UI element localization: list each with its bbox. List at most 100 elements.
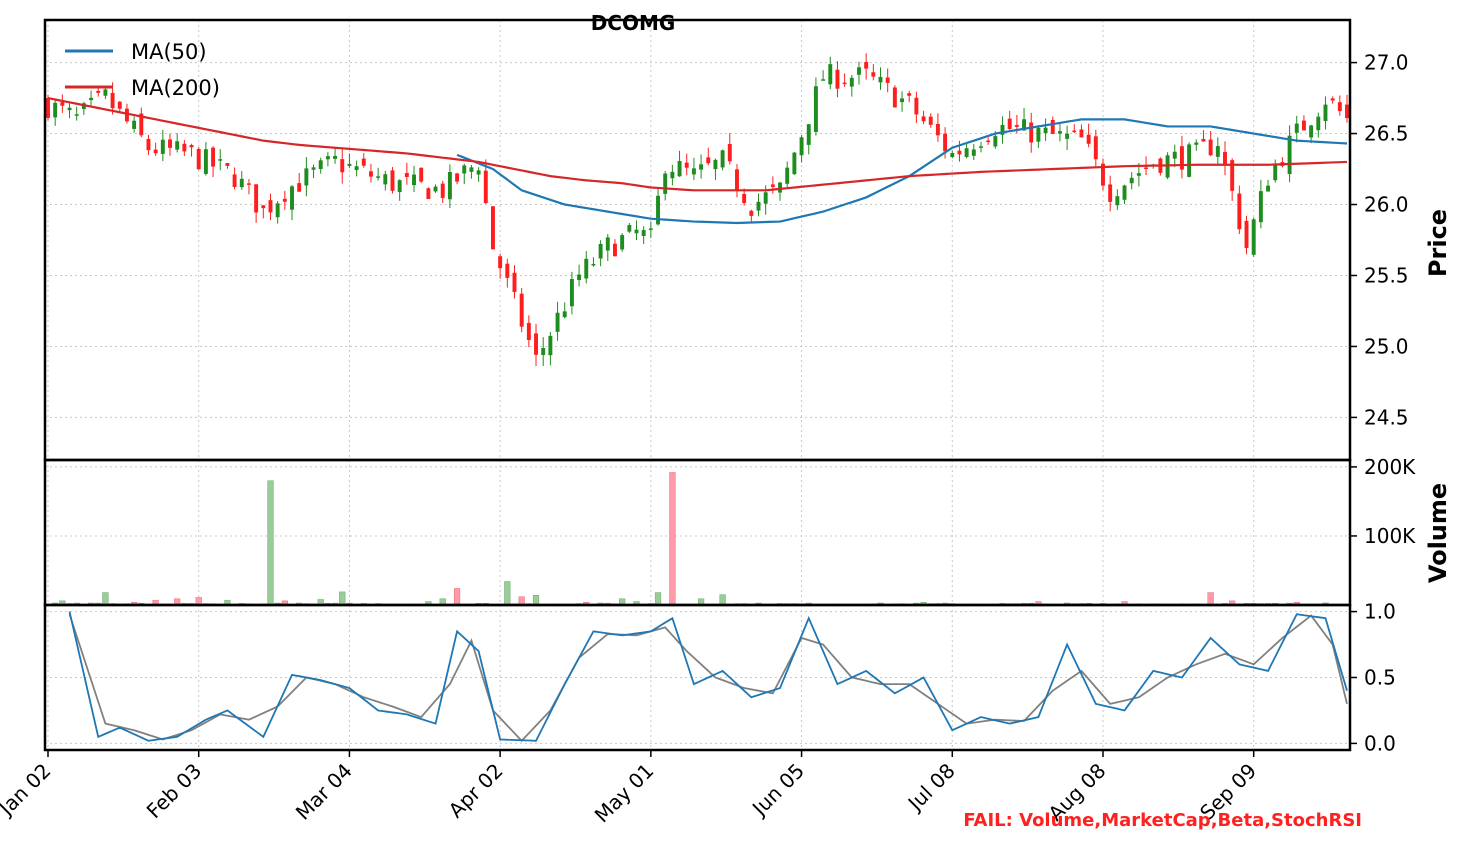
candle-body (318, 160, 323, 170)
y-tick-label: 27.0 (1364, 51, 1409, 75)
candle-body (1000, 124, 1005, 135)
chart-title: DCOMG (591, 11, 676, 35)
candle-body (979, 146, 983, 148)
candle-body (663, 173, 668, 194)
candle-body (677, 161, 682, 177)
candle-body (620, 235, 625, 250)
candle-body (914, 97, 919, 115)
candle-body (1136, 173, 1141, 176)
candle-body (1309, 125, 1314, 138)
candle-body (1230, 160, 1235, 191)
candle-body (993, 136, 998, 147)
candle-body (857, 67, 861, 75)
candle-body (928, 116, 933, 125)
candle-body (297, 183, 302, 192)
candle-body (770, 184, 775, 187)
candle-body (368, 171, 373, 177)
candle-body (641, 230, 646, 237)
candle-body (469, 167, 474, 172)
candle-body (412, 174, 416, 186)
candle-body (971, 149, 976, 156)
candle-body (885, 77, 890, 83)
candle-body (1258, 191, 1263, 223)
candle-body (605, 237, 610, 251)
candlesticks (46, 53, 1349, 367)
candle-body (828, 64, 833, 85)
volume-bars (44, 472, 1351, 606)
candle-body (1337, 102, 1342, 112)
candle-body (1294, 123, 1299, 133)
candle-body (1251, 219, 1256, 255)
moving-averages (47, 96, 1348, 225)
candle-body (1223, 151, 1227, 164)
candle-body (1029, 122, 1034, 143)
candle-body (957, 150, 962, 155)
candle-body (146, 138, 151, 151)
y-tick-label: 1.0 (1364, 600, 1396, 624)
x-tick-label: Mar 04 (291, 759, 357, 825)
volume-grid (45, 460, 1350, 605)
stoch-k-line (68, 611, 1348, 742)
candle-body (110, 92, 115, 109)
y-tick-label: 25.5 (1364, 263, 1409, 287)
candle-body (89, 97, 94, 101)
candle-body (347, 163, 352, 166)
candle-body (864, 61, 869, 69)
candle-body (1287, 135, 1292, 175)
candle-body (512, 272, 517, 293)
volume-bar (267, 480, 274, 606)
candle-body (397, 180, 402, 193)
candle-body (534, 333, 538, 355)
candle-body (821, 79, 826, 81)
x-tick-label: May 01 (590, 759, 659, 828)
candle-body (239, 178, 244, 188)
candle-body (1115, 196, 1120, 206)
candle-body (361, 158, 366, 166)
volume-bar (504, 581, 511, 606)
candle-body (706, 157, 711, 164)
legend-ma200-label: MA(200) (131, 76, 220, 100)
candle-body (1079, 129, 1084, 138)
candle-body (943, 133, 948, 152)
candle-body (376, 176, 381, 178)
candle-body (46, 97, 50, 118)
candle-body (498, 256, 503, 269)
candle-body (304, 168, 309, 186)
stoch-rsi-lines (68, 611, 1348, 743)
candle-body (907, 93, 912, 96)
candle-body (591, 263, 596, 266)
candle-body (476, 170, 481, 175)
x-tick-label: Jan 02 (0, 759, 56, 822)
candle-body (505, 263, 510, 278)
volume-bar (669, 472, 676, 606)
candle-body (1345, 104, 1349, 119)
candle-body (1323, 104, 1328, 121)
candle-body (519, 293, 524, 327)
candle-body (763, 192, 768, 204)
x-tick-label: Feb 03 (142, 759, 207, 824)
volume-y-ticks: 100K 200K (1350, 455, 1416, 548)
candle-body (892, 87, 897, 108)
x-tick-label: Jun 05 (746, 759, 809, 822)
candle-body (426, 188, 431, 200)
candle-body (1301, 120, 1306, 131)
candle-body (699, 164, 704, 170)
volume-bar (654, 592, 662, 606)
candle-body (849, 77, 854, 87)
candle-body (935, 123, 940, 136)
candle-body (1194, 142, 1199, 145)
y-tick-label: 24.5 (1364, 405, 1409, 429)
candle-body (1129, 177, 1134, 184)
x-tick-label: Jul 08 (902, 759, 960, 817)
candle-body (562, 311, 567, 318)
candle-body (627, 225, 632, 232)
candle-body (160, 139, 165, 154)
candle-body (1007, 118, 1012, 130)
candle-body (1122, 185, 1127, 200)
candle-body (1072, 130, 1077, 133)
volume-bar (532, 595, 540, 606)
volume-bar (1207, 592, 1214, 606)
volume-bar (453, 588, 461, 606)
candle-body (1093, 136, 1098, 160)
